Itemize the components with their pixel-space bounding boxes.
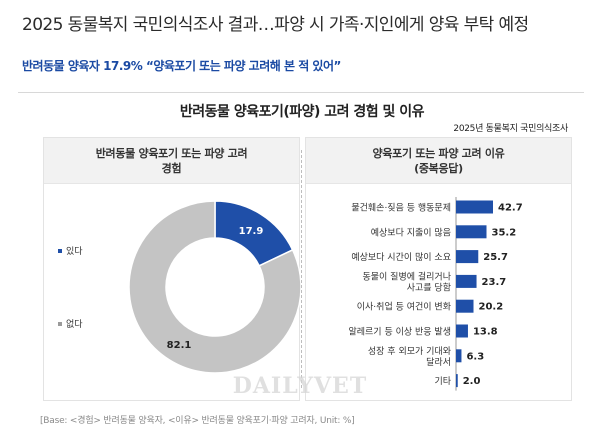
donut-label-yes: 17.9 xyxy=(239,226,264,237)
bar-category-4: 이사·취업 등 여건이 변화 xyxy=(357,301,451,313)
reasons-panel-header: 양육포기 또는 파양 고려 이유 (중복응답) xyxy=(306,138,571,184)
bar-category-6-line2: 달라서 xyxy=(426,356,451,368)
bar-category-7: 기타 xyxy=(434,376,451,387)
bar-value-2: 25.7 xyxy=(483,252,508,263)
bar-4 xyxy=(456,299,474,313)
panel-divider xyxy=(301,150,302,388)
reasons-title-line2: (중복응답) xyxy=(414,161,463,175)
bar-category-1: 예상보다 지출이 많음 xyxy=(371,227,451,238)
subhead: 반려동물 양육자 17.9% “양육포기 또는 파양 고려해 본 적 있어” xyxy=(22,59,341,73)
experience-panel-header: 반려동물 양육포기 또는 파양 고려 경험 xyxy=(44,138,299,184)
watermark: DAILYVET xyxy=(233,373,367,399)
experience-title-line1: 반려동물 양육포기 또는 파양 고려 xyxy=(95,146,248,160)
survey-source: 2025년 동물복지 국민의식조사 xyxy=(453,124,568,134)
bar-category-5: 알레르기 등 이상 반응 발생 xyxy=(348,327,451,338)
bar-value-4: 20.2 xyxy=(479,302,504,313)
legend-no: 없다 xyxy=(58,317,83,330)
legend-yes: 있다 xyxy=(58,244,83,257)
bar-category-3-line1: 동물이 질병에 걸리거나 xyxy=(362,270,451,282)
bar-category-0: 물건훼손·짖음 등 행동문제 xyxy=(351,202,451,214)
divider xyxy=(18,92,584,93)
bar-value-5: 13.8 xyxy=(473,327,498,338)
bar-1 xyxy=(456,225,487,239)
bar-6 xyxy=(456,349,462,363)
legend-no-swatch xyxy=(58,321,62,326)
bar-value-6: 6.3 xyxy=(466,351,484,362)
reasons-panel: 양육포기 또는 파양 고려 이유 (중복응답) xyxy=(305,137,572,401)
legend-yes-label: 있다 xyxy=(66,247,83,257)
footer-note: [Base: <경험> 반려동물 양육자, <이유> 반려동물 양육포기·파양 … xyxy=(40,416,355,426)
bar-category-3-line2: 사고를 당함 xyxy=(407,282,451,293)
headline: 2025 동물복지 국민의식조사 결과…파양 시 가족·지인에게 양육 부탁 예… xyxy=(22,15,529,35)
chart-title: 반려동물 양육포기(파양) 고려 경험 및 이유 xyxy=(179,104,425,120)
bar-0 xyxy=(456,200,493,214)
bar-category-6-line1: 성장 후 외모가 기대와 xyxy=(368,345,451,357)
bar-value-0: 42.7 xyxy=(498,203,523,214)
experience-title-line2: 경험 xyxy=(161,161,182,175)
bar-7 xyxy=(456,374,458,388)
bar-2 xyxy=(456,250,479,264)
bar-5 xyxy=(456,324,468,338)
bar-value-3: 23.7 xyxy=(482,277,507,288)
watermark-text: DAILYVET xyxy=(233,373,367,399)
bar-3 xyxy=(456,274,477,288)
legend-no-label: 없다 xyxy=(66,320,83,330)
donut-label-no: 82.1 xyxy=(167,340,192,351)
reasons-title-line1: 양육포기 또는 파양 고려 이유 xyxy=(372,146,505,160)
bar-category-2: 예상보다 시간이 많이 소요 xyxy=(351,252,451,263)
bar-value-7: 2.0 xyxy=(463,376,481,387)
donut-slice-no xyxy=(128,200,302,374)
bar-value-1: 35.2 xyxy=(492,227,517,238)
legend-yes-swatch xyxy=(58,248,62,253)
